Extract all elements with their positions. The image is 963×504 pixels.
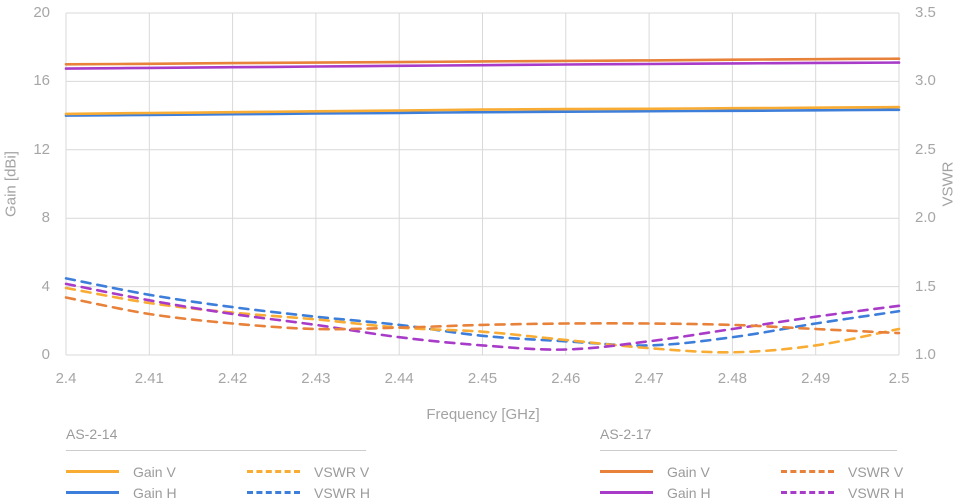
legend-entry: VSWR V bbox=[781, 464, 904, 480]
gain-axis-title: Gain [dBi] bbox=[2, 151, 20, 217]
gain-tick-label: 16 bbox=[33, 72, 50, 90]
series-line-as-2-14-gain-v bbox=[64, 105, 901, 116]
vswr-h-line-swatch bbox=[781, 491, 834, 494]
vswr-tick-label: 3.0 bbox=[915, 72, 936, 90]
freq-tick-label: 2.41 bbox=[134, 370, 164, 387]
legend-group-as-2-14: AS-2-14 Gain V VSWR V Gain H VSWR H bbox=[66, 426, 370, 503]
freq-tick-label: 2.4 bbox=[55, 370, 77, 387]
freq-tick-label: 2.48 bbox=[717, 370, 747, 387]
gain-tick-label: 4 bbox=[41, 277, 50, 295]
vswr-axis-title: VSWR bbox=[939, 161, 957, 207]
legend-entry: VSWR H bbox=[781, 485, 904, 501]
legend-entry: Gain V bbox=[66, 464, 247, 480]
legend-group-title: AS-2-17 bbox=[600, 426, 652, 442]
legend-entries: Gain V VSWR V Gain H VSWR H bbox=[66, 461, 370, 503]
vswr-h-line-swatch bbox=[247, 491, 300, 494]
legend-entry-label: VSWR H bbox=[848, 484, 904, 501]
freq-tick-label: 2.49 bbox=[801, 370, 831, 387]
gain-h-line-swatch bbox=[66, 491, 119, 494]
series-line-as-2-14-gain-h bbox=[64, 108, 901, 117]
freq-tick-label: 2.46 bbox=[551, 370, 581, 387]
gain-tick-label: 8 bbox=[41, 209, 50, 227]
legend-entry-label: VSWR V bbox=[314, 463, 370, 480]
legend-entry: Gain H bbox=[66, 485, 247, 501]
gain-tick-label: 20 bbox=[33, 4, 50, 21]
legend-group-title: AS-2-14 bbox=[66, 426, 118, 442]
freq-tick-label: 2.45 bbox=[467, 370, 498, 387]
legend-entry: Gain H bbox=[600, 485, 781, 501]
series-line-as-2-17-gain-h bbox=[64, 61, 901, 70]
gain-tick-label: 12 bbox=[33, 140, 50, 158]
freq-tick-label: 2.44 bbox=[384, 370, 414, 387]
legend-entry: VSWR V bbox=[247, 464, 370, 480]
vswr-tick-label: 3.5 bbox=[915, 4, 936, 21]
legend-entry-label: Gain H bbox=[667, 484, 711, 501]
gain-tick-label: 0 bbox=[41, 346, 50, 363]
freq-axis-title: Frequency [GHz] bbox=[426, 406, 540, 423]
legend-divider bbox=[600, 450, 897, 451]
series-line-as-2-17-vswr-v bbox=[64, 296, 901, 335]
legend-entry-label: Gain H bbox=[133, 484, 177, 501]
legend-entry-label: Gain V bbox=[667, 463, 710, 480]
legend-group-as-2-17: AS-2-17 Gain V VSWR V Gain H VSWR H bbox=[600, 426, 904, 503]
vswr-v-line-swatch bbox=[247, 470, 300, 473]
legend-entry: VSWR H bbox=[247, 485, 370, 501]
freq-tick-label: 2.47 bbox=[634, 370, 664, 387]
vswr-tick-label: 2.0 bbox=[915, 209, 936, 227]
gain-v-line-swatch bbox=[66, 470, 119, 473]
freq-tick-label: 2.43 bbox=[301, 370, 331, 387]
gain-v-line-swatch bbox=[600, 470, 653, 473]
freq-tick-label: 2.42 bbox=[217, 370, 248, 387]
vswr-tick-label: 1.5 bbox=[915, 277, 936, 295]
series-line-as-2-17-gain-v bbox=[64, 57, 901, 66]
legend-entry-label: Gain V bbox=[133, 463, 176, 480]
vswr-tick-label: 1.0 bbox=[915, 346, 936, 363]
legend-entry: Gain V bbox=[600, 464, 781, 480]
gain-h-line-swatch bbox=[600, 491, 653, 494]
legend-divider bbox=[66, 450, 366, 451]
legend-entry-label: VSWR V bbox=[848, 463, 904, 480]
vswr-tick-label: 2.5 bbox=[915, 140, 936, 158]
freq-tick-label: 2.5 bbox=[888, 370, 910, 387]
series-line-as-2-14-vswr-h bbox=[64, 277, 901, 347]
vswr-v-line-swatch bbox=[781, 470, 834, 473]
legend-entries: Gain V VSWR V Gain H VSWR H bbox=[600, 461, 904, 503]
legend-entry-label: VSWR H bbox=[314, 484, 370, 501]
